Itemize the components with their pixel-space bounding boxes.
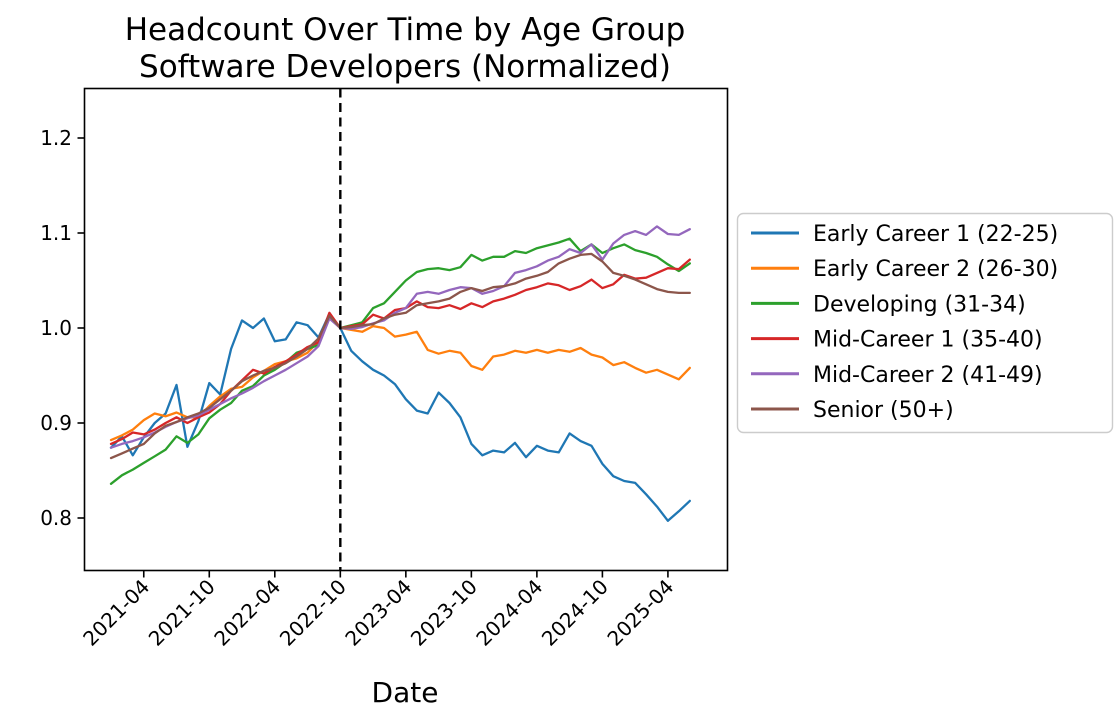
- legend-label: Early Career 1 (22-25): [813, 222, 1058, 247]
- x-axis-ticks: 2021-042021-102022-042022-102023-042023-…: [78, 570, 678, 651]
- y-tick-label: 0.8: [40, 506, 72, 530]
- series-line-mid-career-2-41-49: [109, 225, 691, 449]
- x-tick-label: 2021-04: [78, 575, 154, 651]
- chart-subtitle: Software Developers (Normalized): [139, 49, 671, 85]
- legend-items: Early Career 1 (22-25) Early Career 2 (26…: [751, 222, 1058, 423]
- legend-label: Early Career 2 (26-30): [813, 257, 1058, 282]
- legend-label: Mid-Career 2 (41-49): [813, 363, 1043, 388]
- x-tick-label: 2021-10: [144, 575, 220, 651]
- y-tick-label: 1.0: [40, 316, 72, 340]
- x-tick-label: 2024-10: [537, 575, 613, 651]
- x-tick-label: 2024-04: [471, 575, 547, 651]
- series-line-mid-career-1-35-40: [109, 258, 691, 446]
- legend-label: Developing (31-34): [813, 292, 1026, 317]
- y-tick-label: 1.2: [40, 126, 72, 150]
- legend: Early Career 1 (22-25) Early Career 2 (26…: [736, 212, 1114, 434]
- legend-label: Mid-Career 1 (35-40): [813, 328, 1043, 353]
- series-line-early-career-1-22-25: [109, 312, 691, 522]
- x-tick-label: 2022-10: [275, 575, 351, 651]
- x-axis-label: Date: [372, 676, 439, 709]
- y-tick-label: 1.1: [40, 221, 72, 245]
- x-tick-label: 2023-04: [340, 575, 416, 651]
- legend-label: Senior (50+): [813, 398, 954, 423]
- legend-box: [736, 212, 1114, 434]
- data-series-lines: [109, 225, 691, 522]
- series-line-senior-50: [109, 252, 691, 460]
- y-axis-ticks: 0.8 0.9 1.0 1.1 1.2: [40, 126, 85, 530]
- x-tick-label: 2022-04: [209, 575, 285, 651]
- x-tick-label: 2023-10: [406, 575, 482, 651]
- chart-title: Headcount Over Time by Age Group: [125, 12, 686, 48]
- y-tick-label: 0.9: [40, 411, 72, 435]
- x-tick-label: 2025-04: [602, 575, 678, 651]
- plot-area: [83, 87, 729, 572]
